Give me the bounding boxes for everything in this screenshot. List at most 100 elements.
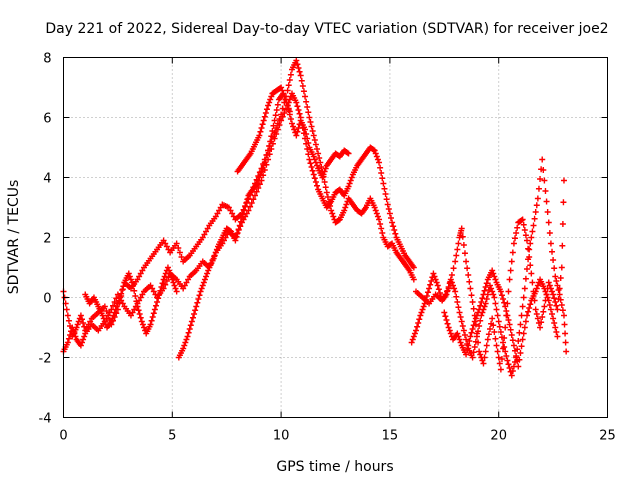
data-point <box>127 276 134 283</box>
data-point <box>505 361 512 368</box>
data-point <box>526 305 533 311</box>
data-point <box>475 339 482 346</box>
data-point <box>276 122 283 128</box>
data-point <box>534 195 541 202</box>
data-point <box>285 82 292 89</box>
data-point <box>185 329 192 336</box>
data-point <box>112 306 119 313</box>
data-point <box>454 299 461 305</box>
data-point <box>319 174 326 181</box>
data-point <box>419 306 426 313</box>
data-point <box>445 324 452 331</box>
data-point <box>308 164 315 170</box>
data-point <box>269 128 276 134</box>
data-point <box>563 348 570 355</box>
data-point <box>482 300 489 307</box>
data-point <box>157 287 164 294</box>
series-track-d <box>234 84 293 175</box>
data-point <box>342 204 349 211</box>
data-point <box>193 303 200 310</box>
data-point <box>294 128 301 135</box>
data-point <box>417 312 424 319</box>
data-point <box>244 196 251 203</box>
data-point <box>262 156 269 163</box>
x-tick-label: 10 <box>273 429 290 444</box>
data-point <box>172 285 179 292</box>
data-point <box>531 215 538 222</box>
data-point <box>271 117 278 124</box>
data-point <box>256 181 263 188</box>
data-point <box>522 232 529 239</box>
y-tick-label: 4 <box>43 172 51 187</box>
data-point <box>286 108 293 115</box>
data-point <box>502 324 509 331</box>
data-point <box>485 331 492 338</box>
data-point <box>480 360 487 367</box>
data-point <box>476 306 483 313</box>
data-point <box>149 314 156 320</box>
data-point <box>284 87 291 94</box>
data-point <box>168 273 175 280</box>
data-point <box>460 327 467 334</box>
data-point <box>119 287 126 293</box>
data-point <box>373 153 380 160</box>
data-point <box>539 156 546 163</box>
data-point <box>167 270 174 277</box>
data-point <box>539 314 546 320</box>
data-point <box>329 210 336 217</box>
data-point <box>542 188 549 194</box>
data-point <box>521 227 528 233</box>
data-point <box>180 345 187 352</box>
data-point <box>535 185 542 192</box>
data-point <box>410 276 417 283</box>
data-point <box>481 287 488 294</box>
data-point <box>312 179 319 185</box>
data-point <box>282 96 289 103</box>
data-point <box>507 326 514 333</box>
data-point <box>541 285 548 292</box>
data-point <box>480 291 487 298</box>
data-point <box>490 291 497 298</box>
data-point <box>251 192 258 199</box>
data-point <box>452 258 459 265</box>
data-point <box>99 312 106 319</box>
data-point <box>479 295 486 302</box>
data-point <box>500 296 507 302</box>
data-point <box>519 336 526 343</box>
data-point <box>279 105 286 112</box>
data-point <box>260 172 267 179</box>
data-point <box>81 333 88 340</box>
y-axis-label: SDTVAR / TECUs <box>6 180 22 295</box>
data-point <box>386 210 393 217</box>
data-point <box>483 280 490 287</box>
data-point <box>263 106 270 113</box>
data-point <box>408 339 415 346</box>
data-point <box>457 339 464 346</box>
data-point <box>341 207 348 214</box>
data-point <box>508 332 515 338</box>
data-point <box>377 221 384 227</box>
data-point <box>243 200 250 206</box>
data-point <box>501 299 508 306</box>
data-point <box>137 314 144 321</box>
data-point <box>312 159 319 166</box>
data-point <box>527 262 534 269</box>
data-point <box>476 348 483 355</box>
data-point <box>431 273 438 280</box>
data-point <box>291 126 298 133</box>
data-point <box>476 323 483 329</box>
data-point <box>312 141 319 148</box>
data-point <box>178 254 185 260</box>
data-point <box>455 333 462 340</box>
data-point <box>371 204 378 211</box>
data-point <box>489 267 496 274</box>
data-point <box>150 310 157 317</box>
data-point <box>541 177 548 184</box>
data-point <box>201 276 208 283</box>
data-point <box>296 68 303 75</box>
data-point <box>296 110 303 117</box>
data-point <box>477 302 484 309</box>
data-point <box>445 285 452 292</box>
data-point <box>283 99 290 106</box>
data-point <box>550 315 557 322</box>
